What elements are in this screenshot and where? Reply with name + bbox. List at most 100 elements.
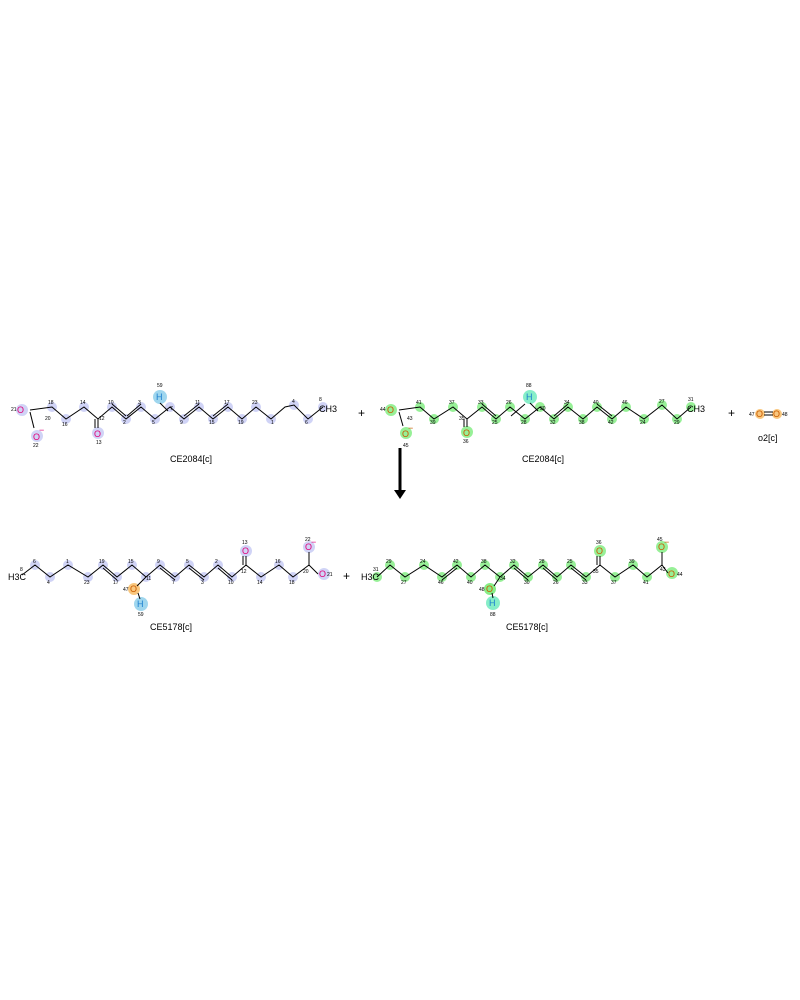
svg-text:19: 19 <box>99 559 105 565</box>
svg-text:42: 42 <box>453 559 459 565</box>
svg-text:2: 2 <box>123 420 126 426</box>
svg-text:15: 15 <box>128 559 134 565</box>
product-1-oxygen-13: O <box>242 546 249 556</box>
svg-text:27: 27 <box>659 399 665 405</box>
svg-text:7: 7 <box>172 580 175 586</box>
product-1-oxygen-47: O <box>130 584 137 594</box>
reactant-2-molecule: O O − O H 88 CH3 44 45 43 41 39 37 35 36 33 25… <box>380 383 705 449</box>
product-2-oxygen-44: O <box>668 569 675 579</box>
svg-text:16: 16 <box>62 422 68 428</box>
product-1-hydrogen: H <box>137 599 144 609</box>
svg-text:5: 5 <box>186 559 189 565</box>
svg-text:33: 33 <box>582 580 588 586</box>
svg-text:17: 17 <box>113 580 119 586</box>
product-2-charge: − <box>664 537 669 547</box>
svg-text:6: 6 <box>305 420 308 426</box>
product-1-label: CE5178[c] <box>150 622 192 632</box>
reactant-2-hydrogen-index: 88 <box>526 383 532 389</box>
plus-sign-2: + <box>728 406 735 420</box>
svg-text:3: 3 <box>138 400 141 406</box>
o2-index-48: 48 <box>782 412 788 418</box>
svg-text:25: 25 <box>567 559 573 565</box>
svg-text:40: 40 <box>593 400 599 406</box>
svg-text:14: 14 <box>257 580 263 586</box>
svg-text:16: 16 <box>275 559 281 565</box>
svg-text:19: 19 <box>238 420 244 426</box>
reactant-1-hydrogen: H <box>156 392 163 402</box>
svg-text:38: 38 <box>481 559 487 565</box>
product-2-molecule: H3C O O − O O 48 H 88 31 29 27 24 46 42 40 38… <box>361 537 683 618</box>
svg-text:10: 10 <box>108 400 114 406</box>
reactant-2-charge: − <box>408 423 413 433</box>
reactant-1-oxygen-13: O <box>94 429 101 439</box>
reactant-1-oxygen-22: O <box>33 432 40 442</box>
svg-text:39: 39 <box>430 420 436 426</box>
svg-text:22: 22 <box>33 443 39 449</box>
product-2-oxygen-36: O <box>596 546 603 556</box>
svg-text:42: 42 <box>608 420 614 426</box>
svg-text:5: 5 <box>152 420 155 426</box>
svg-text:13: 13 <box>96 440 102 446</box>
svg-text:4: 4 <box>47 580 50 586</box>
svg-text:45: 45 <box>403 443 409 449</box>
svg-text:21: 21 <box>11 407 17 413</box>
svg-text:15: 15 <box>209 420 215 426</box>
svg-text:2: 2 <box>215 559 218 565</box>
plus-sign-3: + <box>343 569 350 583</box>
reactant-1-label: CE2084[c] <box>170 454 212 464</box>
svg-text:43: 43 <box>660 567 666 573</box>
svg-text:9: 9 <box>157 559 160 565</box>
svg-text:36: 36 <box>596 540 602 546</box>
svg-text:31: 31 <box>688 397 694 403</box>
svg-text:18: 18 <box>289 580 295 586</box>
svg-text:8: 8 <box>319 397 322 403</box>
svg-text:34: 34 <box>500 576 506 582</box>
svg-text:41: 41 <box>416 400 422 406</box>
svg-text:36: 36 <box>463 439 469 445</box>
svg-text:32: 32 <box>510 559 516 565</box>
svg-text:29: 29 <box>386 559 392 565</box>
svg-text:21: 21 <box>327 572 333 578</box>
svg-text:35: 35 <box>593 569 599 575</box>
svg-text:25: 25 <box>492 420 498 426</box>
reactant-1-charge: − <box>39 425 44 435</box>
svg-text:37: 37 <box>449 400 455 406</box>
svg-text:28: 28 <box>539 559 545 565</box>
oxygen-molecule: O O 47 48 <box>749 409 788 419</box>
svg-text:22: 22 <box>305 537 311 543</box>
svg-text:33: 33 <box>478 400 484 406</box>
svg-text:40: 40 <box>467 580 473 586</box>
svg-text:46: 46 <box>438 580 444 586</box>
svg-text:9: 9 <box>180 420 183 426</box>
product-2-label: CE5178[c] <box>506 622 548 632</box>
reactant-2-oxygen-36: O <box>463 428 470 438</box>
svg-text:27: 27 <box>401 580 407 586</box>
reactant-2-label: CE2084[c] <box>522 454 564 464</box>
svg-text:10: 10 <box>228 580 234 586</box>
svg-text:46: 46 <box>622 400 628 406</box>
svg-text:20: 20 <box>45 416 51 422</box>
o2-oxygen-47: O <box>756 409 763 419</box>
svg-text:13: 13 <box>242 540 248 546</box>
product-2-terminal: H3C <box>361 572 380 582</box>
svg-text:43: 43 <box>407 416 413 422</box>
reactant-2-terminal: CH3 <box>687 404 705 414</box>
svg-text:30: 30 <box>540 406 546 412</box>
svg-text:29: 29 <box>674 420 680 426</box>
svg-text:24: 24 <box>640 420 646 426</box>
plus-sign-1: + <box>358 406 365 420</box>
product-2-hydrogen-index: 88 <box>490 612 496 618</box>
svg-text:23: 23 <box>252 400 258 406</box>
reactant-1-oxygen-21: O <box>17 405 24 415</box>
svg-text:26: 26 <box>506 400 512 406</box>
reactant-2-hydrogen: H <box>526 392 533 402</box>
svg-text:20: 20 <box>303 569 309 575</box>
svg-text:12: 12 <box>99 416 105 422</box>
svg-text:24: 24 <box>420 559 426 565</box>
product-2-oxygen-48: O <box>486 584 493 594</box>
svg-text:8: 8 <box>20 567 23 573</box>
product-2-oxygen-45: O <box>658 542 665 552</box>
